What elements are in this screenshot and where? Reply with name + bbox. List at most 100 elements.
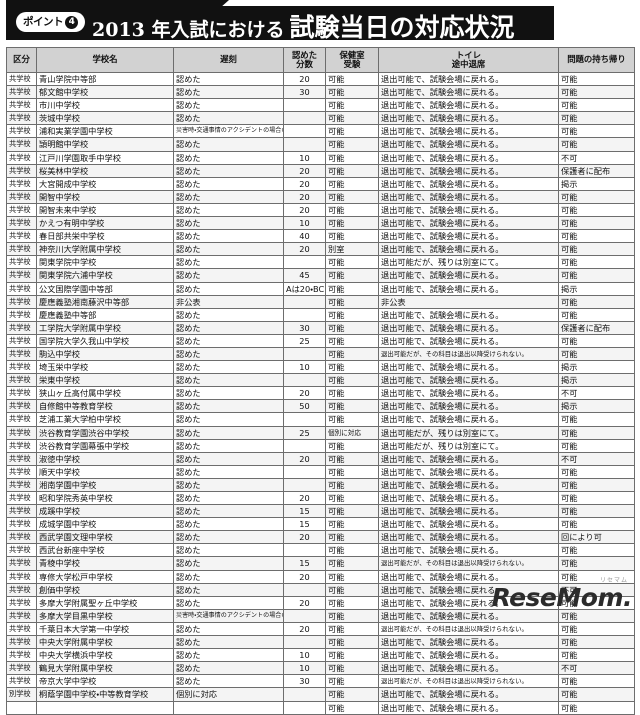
cell-toilet: 退出可能で、試験会場に戻れる。: [378, 124, 559, 139]
table-row: 共学校 慶應義塾中等部 認めた 可能 退出可能で、試験会場に戻れる。 可能: [6, 307, 635, 322]
column-header-minutes-line1: 認めた: [291, 49, 318, 60]
cell-chikoku: 認めた: [173, 163, 284, 178]
cell-mochikaeri: 可能: [558, 687, 635, 702]
cell-mochikaeri: 可能: [558, 242, 635, 257]
cell-toilet: 退出可能だが、その科目は退出以降受けられない。: [378, 674, 559, 689]
cell-school-name: かえつ有明中学校: [36, 216, 174, 231]
cell-minutes: 30: [283, 85, 326, 100]
cell-chikoku: 認めた: [173, 176, 284, 191]
cell-hoken: 可能: [325, 360, 379, 375]
cell-hoken: 可能: [325, 255, 379, 270]
cell-toilet: 退出可能で、試験会場に戻れる。: [378, 543, 559, 558]
cell-mochikaeri: 可能: [558, 556, 635, 571]
cell-hoken: 個別に対応: [325, 425, 379, 440]
cell-mochikaeri: 可能: [558, 504, 635, 519]
cell-toilet: 退出可能で、試験会場に戻れる。: [378, 71, 559, 87]
cell-minutes: [283, 412, 326, 427]
cell-minutes: 20: [283, 621, 326, 637]
table-row: 共学校 専修大学松戸中学校 認めた 20 可能 退出可能で、試験会場に戻れる。 可能: [6, 569, 635, 584]
table-row: 共学校 多摩大学附属聖ヶ丘中学校 認めた 20 可能 退出可能で、試験会場に戻れる。 可能: [6, 595, 635, 610]
cell-kubun: 共学校: [6, 661, 37, 676]
cell-school-name: 創価中学校: [36, 582, 174, 597]
cell-kubun: 共学校: [6, 490, 37, 506]
cell-school-name: 埼玉栄中学校: [36, 360, 174, 375]
data-table-area: 区分 学校名 遅刻 認めた 分数 保健室 受験 トイレ 途中退席 問題の持ち帰り…: [6, 47, 635, 715]
cell-school-name: 千葉日本大学第一中学校: [36, 621, 174, 637]
cell-hoken: 可能: [325, 582, 379, 597]
cell-mochikaeri: 可能: [558, 543, 635, 558]
cell-school-name: 鶴見大学附属中学校: [36, 661, 174, 676]
cell-toilet: 退出可能で、試験会場に戻れる。: [378, 320, 559, 335]
column-header-toilet-line2: 途中退席: [451, 59, 486, 69]
table-row: 共学校 成城学園中学校 認めた 15 可能 退出可能で、試験会場に戻れる。 可能: [6, 517, 635, 532]
cell-toilet: 退出可能で、試験会場に戻れる。: [378, 687, 559, 702]
cell-minutes: 15: [283, 504, 326, 519]
cell-toilet: 退出可能で、試験会場に戻れる。: [378, 412, 559, 427]
cell-hoken: 可能: [325, 294, 379, 309]
banner-bar: [6, 6, 554, 40]
cell-school-name: 関東学院六浦中学校: [36, 268, 174, 283]
cell-kubun: 共学校: [6, 85, 37, 100]
cell-minutes: 20: [283, 163, 326, 178]
cell-toilet: 退出可能で、試験会場に戻れる。: [378, 386, 559, 401]
table-row: 共学校 淑徳中学校 認めた 20 可能 退出可能で、試験会場に戻れる。 不可: [6, 451, 635, 466]
cell-chikoku: 認めた: [173, 320, 284, 335]
cell-mochikaeri: 可能: [558, 490, 635, 506]
cell-toilet: 退出可能だが、残りは別室にて。: [378, 438, 559, 453]
cell-chikoku: 認めた: [173, 85, 284, 100]
table-row: 共学校 江戸川学園取手中学校 認めた 10 可能 退出可能で、試験会場に戻れる。 不可: [6, 150, 635, 165]
cell-mochikaeri: 可能: [558, 621, 635, 637]
cell-toilet: 退出可能で、試験会場に戻れる。: [378, 111, 559, 126]
cell-hoken: 可能: [325, 176, 379, 191]
cell-toilet: 退出可能で、試験会場に戻れる。: [378, 464, 559, 479]
cell-hoken: 可能: [325, 700, 379, 715]
cell-minutes: [283, 255, 326, 270]
cell-minutes: 20: [283, 71, 326, 87]
cell-chikoku: 認めた: [173, 569, 284, 584]
banner-notch: [6, 0, 229, 8]
table-row: 共学校 茨城中学校 認めた 可能 退出可能で、試験会場に戻れる。 可能: [6, 111, 635, 126]
cell-hoken: 可能: [325, 530, 379, 545]
cell-minutes: [283, 464, 326, 479]
cell-chikoku: 認めた: [173, 137, 284, 152]
cell-toilet: 退出可能だが、その科目は退出以降受けられない。: [378, 346, 559, 362]
cell-kubun: 共学校: [6, 229, 37, 244]
cell-school-name: 駒込中学校: [36, 346, 174, 362]
cell-minutes: [283, 307, 326, 322]
cell-mochikaeri: 掲示: [558, 360, 635, 375]
cell-chikoku: 認めた: [173, 412, 284, 427]
cell-toilet: 退出可能で、試験会場に戻れる。: [378, 268, 559, 283]
cell-school-name: 神奈川大学附属中学校: [36, 242, 174, 257]
cell-mochikaeri: 可能: [558, 216, 635, 231]
table-row: 共学校 青山学院中等部 認めた 20 可能 退出可能で、試験会場に戻れる。 可能: [6, 71, 635, 87]
table-row: 共学校 開智中学校 認めた 20 可能 退出可能で、試験会場に戻れる。 可能: [6, 189, 635, 204]
cell-mochikaeri: 掲示: [558, 281, 635, 296]
cell-hoken: 可能: [325, 648, 379, 663]
cell-kubun: 共学校: [6, 150, 37, 165]
cell-toilet: 退出可能で、試験会場に戻れる。: [378, 373, 559, 388]
cell-mochikaeri: 可能: [558, 635, 635, 650]
exam-day-response-table: 区分 学校名 遅刻 認めた 分数 保健室 受験 トイレ 途中退席 問題の持ち帰り…: [6, 47, 635, 715]
cell-chikoku: 認めた: [173, 189, 284, 204]
cell-minutes: [283, 635, 326, 650]
table-row: 共学校 慶應義塾湘南藤沢中等部 非公表 可能 非公表 可能: [6, 294, 635, 309]
cell-minutes: 20: [283, 242, 326, 257]
cell-mochikaeri: 可能: [558, 412, 635, 427]
cell-kubun: 共学校: [6, 543, 37, 558]
cell-school-name: 西武学園文理中学校: [36, 530, 174, 545]
table-row: 共学校 栄東中学校 認めた 可能 退出可能で、試験会場に戻れる。 掲示: [6, 373, 635, 388]
cell-chikoku: 認めた: [173, 621, 284, 637]
cell-kubun: 共学校: [6, 333, 37, 348]
cell-school-name: 桐蔭学園中学校・中等教育学校: [36, 687, 174, 702]
cell-school-name: 中央大学横浜中学校: [36, 648, 174, 663]
cell-mochikaeri: 可能: [558, 137, 635, 152]
cell-minutes: 20: [283, 490, 326, 506]
cell-mochikaeri: 可能: [558, 595, 635, 610]
cell-hoken: 可能: [325, 281, 379, 296]
table-row: 共学校 渋谷教育学園幕張中学校 認めた 可能 退出可能だが、残りは別室にて。 可能: [6, 438, 635, 453]
cell-minutes: 10: [283, 661, 326, 676]
cell-kubun: 共学校: [6, 255, 37, 270]
table-row: 共学校 昭和学院秀英中学校 認めた 20 可能 退出可能で、試験会場に戻れる。 可能: [6, 490, 635, 506]
cell-chikoku: 認めた: [173, 229, 284, 244]
cell-hoken: 可能: [325, 490, 379, 506]
